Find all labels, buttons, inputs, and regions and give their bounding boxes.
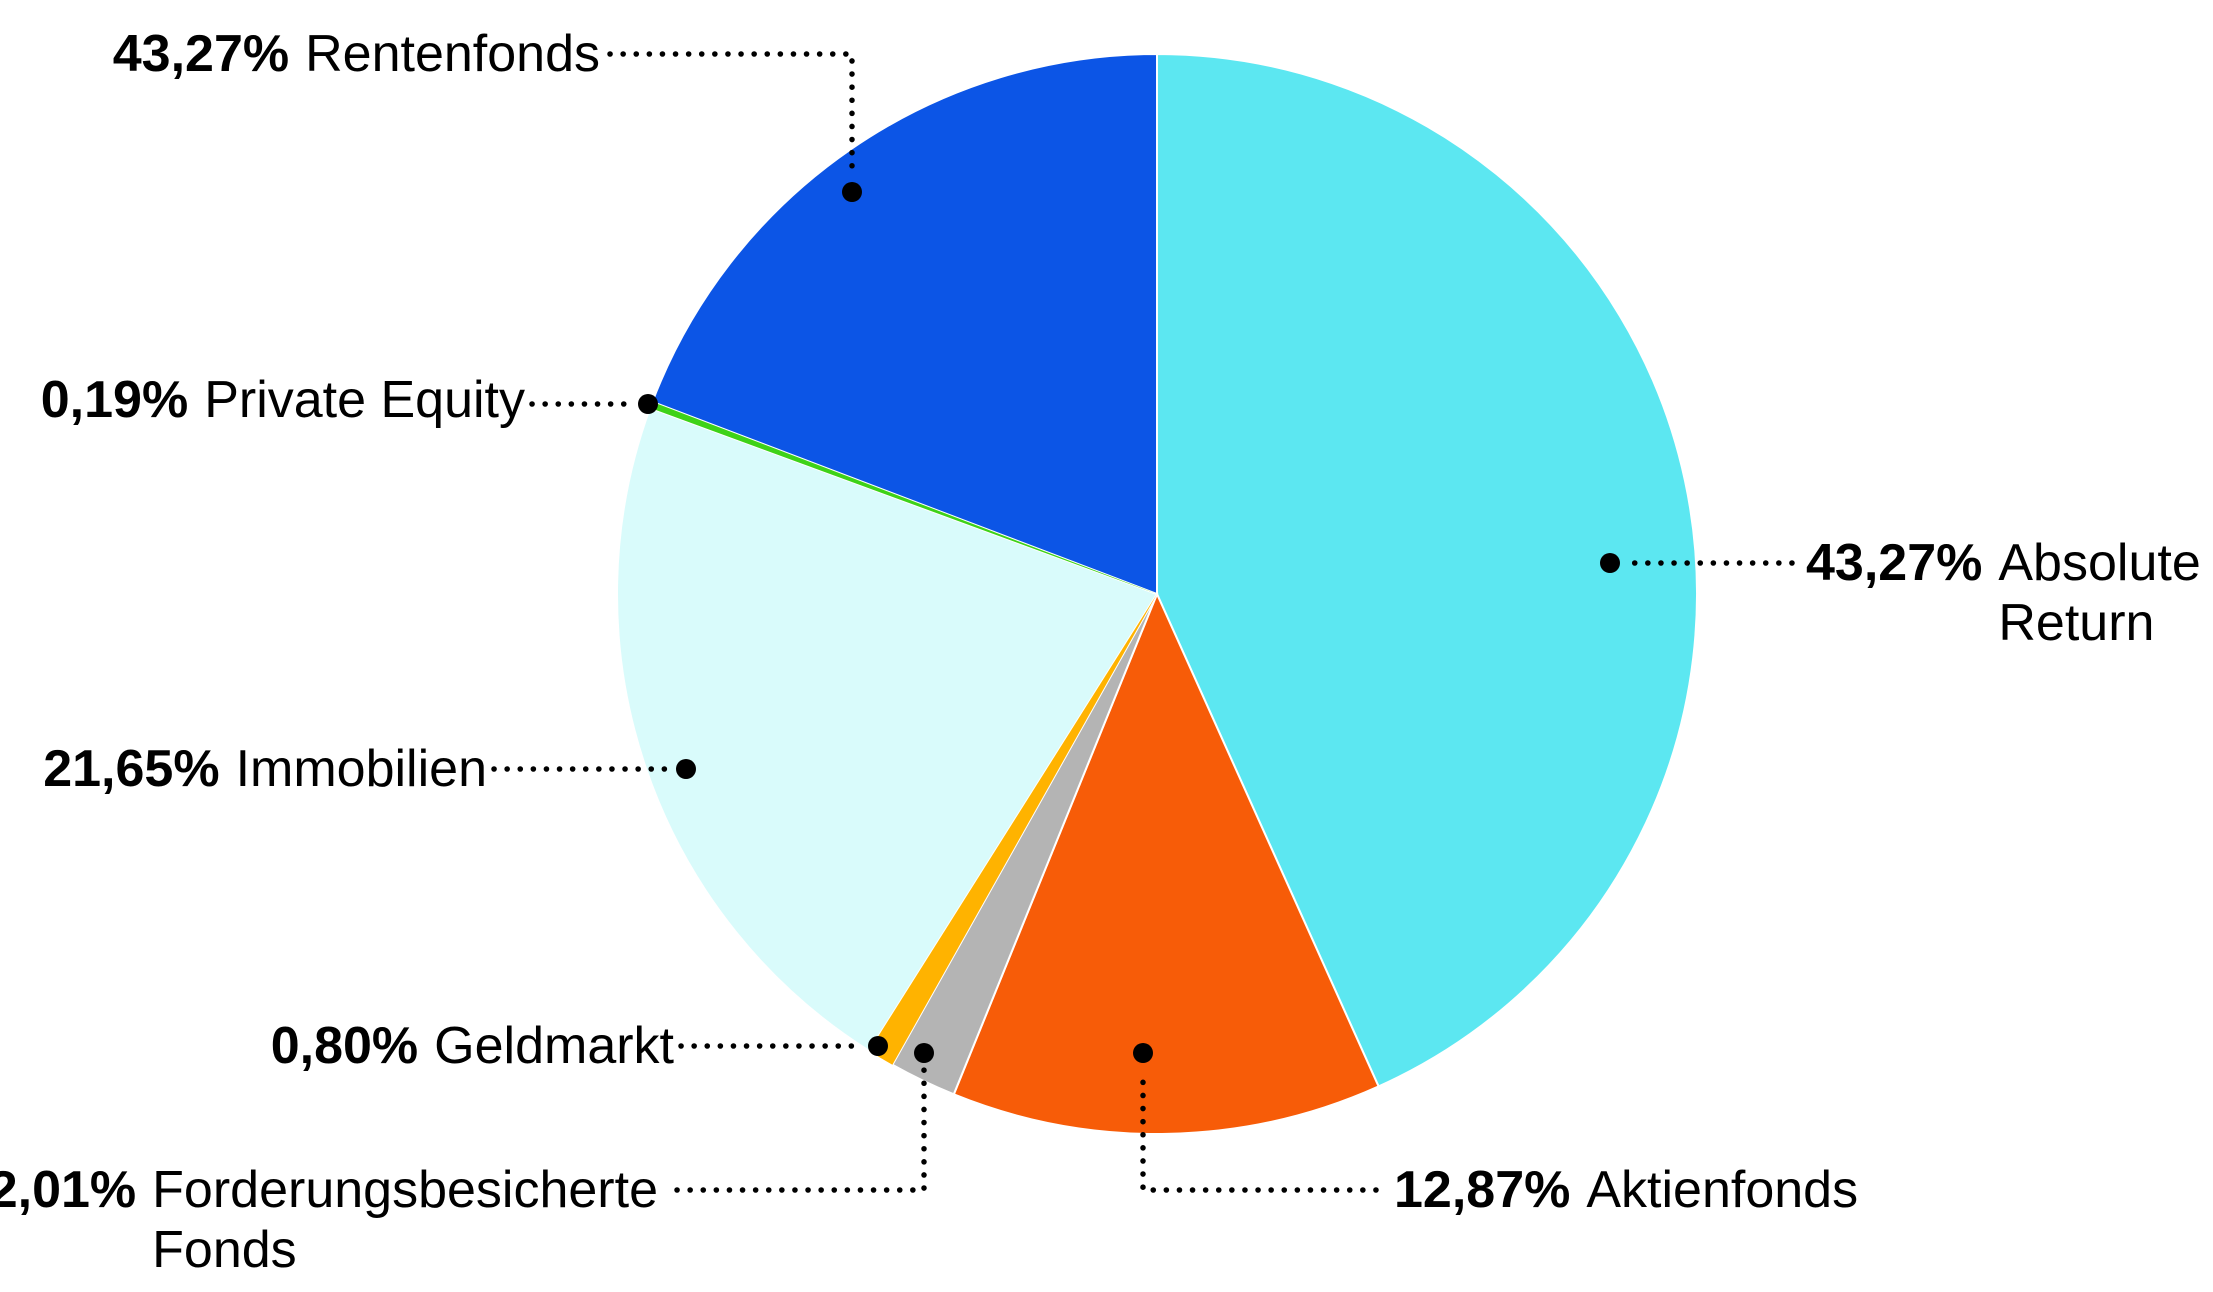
label-private-equity: 0,19% Private Equity (41, 370, 525, 430)
leader-line-rentenfonds (607, 51, 855, 178)
leader-dot-aktienfonds (1133, 1043, 1153, 1063)
label-absolute-return-pct: 43,27% (1806, 534, 1983, 592)
pie-slice-geldmarkt (869, 594, 1157, 1065)
leader-line-aktienfonds (1140, 1067, 1379, 1193)
pie-slice-aktienfonds (952, 591, 1380, 1136)
leader-dot-immobilien (676, 759, 696, 779)
label-forderungsbesicherte-fonds: 2,01% Forderungsbesicherte Fonds (0, 1160, 658, 1280)
label-absolute-return-name: Absolute Return (1998, 534, 2201, 652)
label-forderungsbesicherte-fonds-pct: 2,01% (0, 1161, 137, 1219)
label-private-equity-pct: 0,19% (40, 371, 189, 429)
label-absolute-return: 43,27% Absolute Return (1806, 533, 2213, 653)
pie-slice-private-equity (650, 401, 1157, 594)
leader-dot-forderungsbesicherte-fonds (914, 1043, 934, 1063)
leader-line-forderungsbesicherte-fonds (674, 1067, 927, 1193)
pie-slice-absolute-return (1156, 52, 1699, 1088)
leader-dot-absolute-return (1600, 553, 1620, 573)
label-immobilien-name: Immobilien (235, 740, 487, 798)
label-geldmarkt: 0,80% Geldmarkt (271, 1016, 674, 1076)
pie-slice-forderungsbesicherte-fonds (891, 593, 1158, 1096)
leader-dot-private-equity (638, 394, 658, 414)
label-aktienfonds-pct: 12,87% (1394, 1161, 1571, 1219)
label-geldmarkt-pct: 0,80% (270, 1017, 419, 1075)
label-rentenfonds-pct: 43,27% (112, 25, 290, 83)
leader-dot-geldmarkt (868, 1036, 888, 1056)
label-immobilien-pct: 21,65% (43, 740, 220, 798)
label-private-equity-name: Private Equity (204, 371, 525, 429)
label-forderungsbesicherte-fonds-name: Forderungsbesicherte Fonds (152, 1161, 658, 1279)
label-aktienfonds-name: Aktienfonds (1586, 1161, 1859, 1219)
label-aktienfonds: 12,87% Aktienfonds (1394, 1160, 1858, 1220)
label-geldmarkt-name: Geldmarkt (434, 1017, 674, 1075)
label-rentenfonds: 43,27% Rentenfonds (113, 24, 600, 84)
pie-slice-rentenfonds (651, 52, 1158, 596)
label-rentenfonds-name: Rentenfonds (305, 25, 600, 83)
pie-slice-immobilien (616, 406, 1159, 1053)
leader-dot-rentenfonds (842, 182, 862, 202)
label-immobilien: 21,65% Immobilien (43, 739, 487, 799)
